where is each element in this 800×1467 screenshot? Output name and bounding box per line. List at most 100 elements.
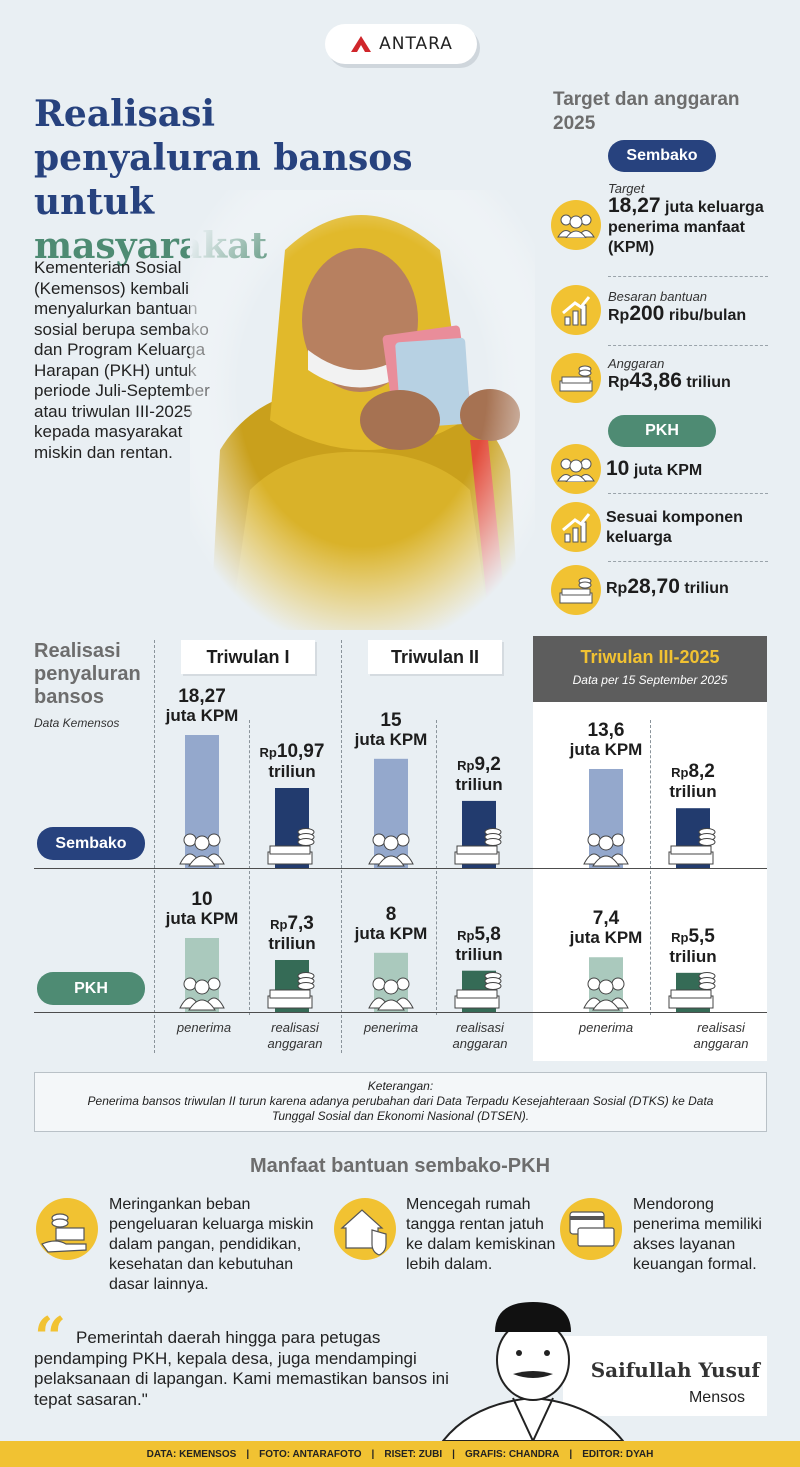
minister-portrait-illustration: [441, 1302, 625, 1441]
manfaat-heading: Manfaat bantuan sembako-PKH: [249, 1155, 551, 1177]
label-anggaran-pkh-q3: Rp5,5 triliun: [669, 925, 717, 966]
caption-penerima-q3: penerima: [578, 1020, 634, 1035]
people-icon: [583, 833, 629, 867]
besaran-unit: ribu/bulan: [668, 307, 747, 324]
anggaran-unit: triliun: [686, 374, 731, 391]
manfaat-item-1: Meringankan beban pengeluaran keluarga m…: [109, 1196, 314, 1293]
credit-foto: FOTO: ANTARAFOTO: [259, 1448, 362, 1460]
credit-grafis: GRAFIS: CHANDRA: [464, 1448, 560, 1460]
label-anggaran-sembako-q1: Rp10,97 triliun: [259, 741, 325, 781]
credit-editor: EDITOR: DYAH: [582, 1448, 654, 1460]
credit-riset: RISET: ZUBI: [384, 1448, 443, 1460]
bar-penerima-sembako-q3: [589, 768, 623, 868]
column-divider: [650, 720, 651, 1015]
q3-title: Triwulan III-2025: [580, 647, 720, 667]
column-divider: [341, 640, 342, 1053]
target-label: Target: [608, 181, 645, 196]
label-penerima-pkh-q2: 8 juta KPM: [354, 903, 428, 943]
quote-mark-icon: “: [34, 1305, 67, 1371]
sembako-besaran-value: 200: [629, 302, 665, 325]
label-anggaran-pkh-q1: Rp7,3 triliun: [268, 913, 316, 953]
bar-penerima-sembako-q2: [374, 758, 408, 868]
card-bank-icon: [560, 1198, 622, 1260]
people-icon: [583, 977, 629, 1011]
label-anggaran-pkh-q2: Rp5,8 triliun: [455, 923, 503, 964]
house-shield-icon: [334, 1198, 396, 1260]
money-stack-icon: [551, 353, 601, 403]
label-anggaran-sembako-q3: Rp8,2 triliun: [669, 761, 717, 802]
anggaran-label: Anggaran: [608, 356, 665, 371]
people-icon: [368, 977, 414, 1011]
pkh-target-unit: juta KPM: [633, 462, 703, 479]
antara-logo: ANTARA: [325, 24, 477, 64]
q3-heading: Triwulan III-2025 Data per 15 September …: [533, 636, 767, 702]
pkh-anggaran-currency: Rp: [606, 580, 628, 597]
antara-logo-icon: [351, 36, 372, 52]
sembako-anggaran-block: Anggaran Rp43,86 triliun: [608, 356, 788, 393]
quote-author-role: Mensos: [688, 1389, 745, 1406]
money-hand-icon: [36, 1198, 98, 1260]
caption-realisasi-q3: realisasi anggaran: [693, 1020, 749, 1051]
label-penerima-pkh-q3: 7,4 juta KPM: [569, 908, 643, 948]
target-heading: Target dan anggaran 2025: [553, 89, 740, 134]
quote-card: [563, 1336, 767, 1416]
intro-text: Kementerian Sosial (Kemensos) kembali me…: [34, 258, 210, 462]
caption-penerima-q2: penerima: [363, 1020, 419, 1035]
caption-realisasi-q2: realisasi anggaran: [452, 1020, 508, 1051]
people-icon: [551, 200, 601, 250]
caption-realisasi-q1: realisasi anggaran: [267, 1020, 323, 1051]
manfaat-item-3: Mendorong penerima memiliki akses layana…: [633, 1196, 762, 1273]
money-stack-icon: [668, 972, 716, 1009]
column-divider: [436, 720, 437, 1015]
label-anggaran-sembako-q2: Rp9,2 triliun: [455, 753, 503, 794]
credits-footer: DATA: KEMENSOS | FOTO: ANTARAFOTO | RISET:…: [0, 1441, 800, 1467]
row-pill-pkh: PKH: [37, 972, 145, 1005]
q3-subtitle: Data per 15 September 2025: [572, 673, 728, 687]
column-divider: [154, 640, 155, 1053]
divider: [608, 493, 768, 494]
label-penerima-pkh-q1: 10 juta KPM: [165, 889, 239, 928]
quote-author-name: Saifullah Yusuf: [590, 1358, 760, 1382]
baseline-pkh: [34, 1012, 767, 1013]
realisasi-heading: Realisasi penyaluran bansos: [34, 640, 141, 708]
note-text: Penerima bansos triwulan II turun karena…: [87, 1094, 714, 1123]
label-penerima-sembako-q1: 18,27 juta KPM: [165, 686, 239, 725]
money-stack-icon: [267, 828, 315, 865]
money-stack-icon: [668, 828, 716, 865]
sembako-target-unit: juta keluarga penerima manfaat (KPM): [608, 199, 764, 256]
people-icon: [179, 833, 225, 867]
sembako-anggaran-value: 43,86: [629, 369, 682, 392]
baseline-sembako: [34, 868, 767, 869]
sembako-target-block: Target 18,27 juta keluarga penerima manf…: [608, 181, 788, 258]
pkh-anggaran-unit: triliun: [684, 580, 729, 597]
divider: [608, 276, 768, 277]
column-divider: [249, 720, 250, 1015]
growth-chart-icon: [551, 285, 601, 335]
divider: [608, 561, 768, 562]
caption-penerima-q1: penerima: [176, 1020, 232, 1035]
pkh-pill: PKH: [608, 415, 716, 447]
pkh-target-value: 10: [606, 457, 630, 480]
q1-heading: Triwulan I: [181, 640, 315, 674]
sembako-besaran-block: Besaran bantuan Rp200 ribu/bulan: [608, 289, 788, 326]
divider: [608, 345, 768, 346]
q2-heading: Triwulan II: [368, 640, 502, 674]
label-penerima-sembako-q2: 15 juta KPM: [354, 709, 428, 749]
pkh-anggaran-value: 28,70: [627, 575, 680, 598]
money-stack-icon: [454, 972, 502, 1009]
besaran-currency: Rp: [608, 307, 630, 324]
people-icon: [179, 977, 225, 1011]
realisasi-source: Data Kemensos: [34, 716, 120, 730]
manfaat-item-2: Mencegah rumah tangga rentan jatuh ke da…: [406, 1196, 556, 1273]
money-stack-icon: [267, 972, 315, 1009]
anggaran-currency: Rp: [608, 374, 630, 391]
note-label: Keterangan:: [367, 1079, 434, 1093]
sembako-pill: Sembako: [608, 140, 716, 172]
note-box: Keterangan: Penerima bansos triwulan II …: [34, 1072, 767, 1132]
logo-text: ANTARA: [379, 34, 453, 54]
woman-holding-card-photo: [190, 190, 535, 630]
pkh-besaran-text: Sesuai komponen keluarga: [606, 509, 743, 546]
quote-text: Pemerintah daerah hingga para petugas pe…: [34, 1328, 449, 1409]
besaran-label: Besaran bantuan: [608, 289, 708, 304]
